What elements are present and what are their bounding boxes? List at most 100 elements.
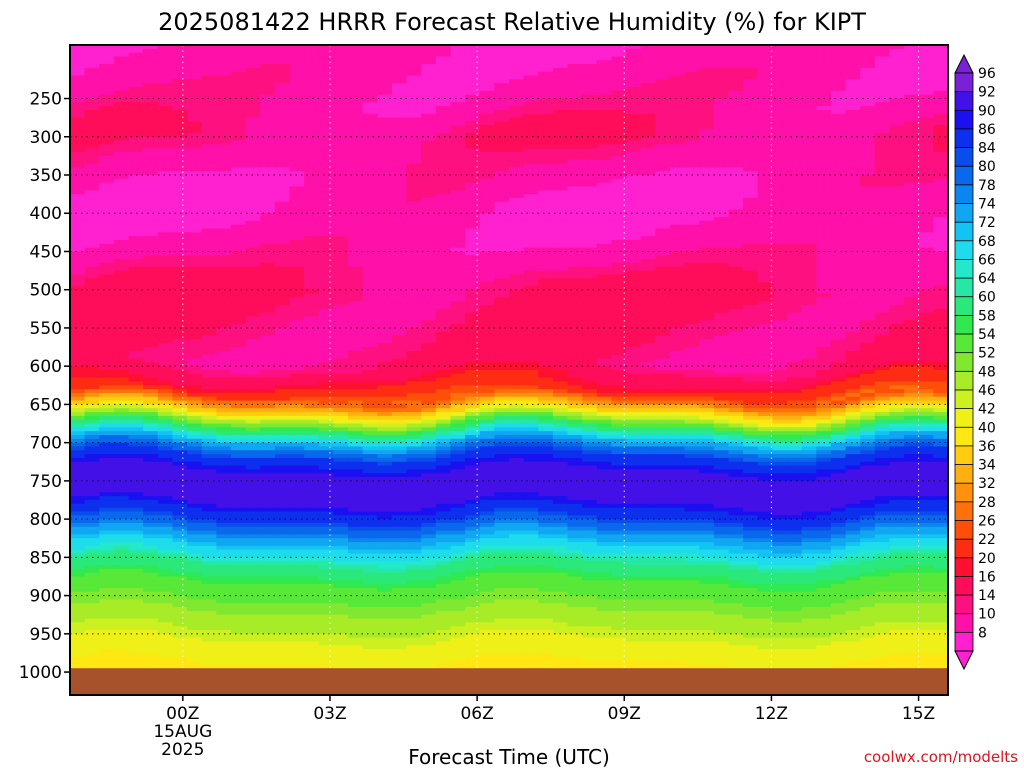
field-cell [523, 358, 539, 363]
field-cell [509, 64, 525, 69]
field-cell [187, 243, 203, 249]
field-cell [713, 56, 730, 61]
field-cell [187, 52, 203, 58]
field-cell [377, 293, 393, 298]
field-cell [333, 205, 349, 211]
field-cell [611, 125, 627, 130]
field-cell [640, 67, 656, 73]
field-cell [523, 159, 539, 165]
field-cell [582, 293, 598, 298]
field-cell [450, 324, 466, 329]
field-cell [245, 71, 261, 77]
field-cell [728, 324, 744, 329]
field-cell [435, 293, 452, 298]
field-cell [362, 136, 378, 142]
field-cell [787, 358, 803, 363]
field-cell [611, 308, 627, 314]
field-cell [318, 297, 334, 302]
field-cell [728, 217, 744, 222]
field-cell [509, 190, 525, 195]
field-cell [845, 293, 861, 298]
field-cell [230, 71, 247, 77]
field-cell [274, 90, 291, 96]
field-cell [479, 152, 495, 157]
field-cell [669, 163, 686, 168]
field-cell [567, 163, 583, 168]
field-cell [830, 308, 847, 314]
field-cell [494, 98, 510, 103]
field-cell [552, 201, 569, 207]
field-cell [713, 293, 730, 298]
field-cell [391, 152, 408, 157]
field-cell [787, 354, 803, 360]
field-cell [435, 60, 452, 65]
field-cell [406, 167, 422, 172]
field-cell [333, 87, 349, 92]
field-cell [509, 67, 525, 73]
field-cell [435, 56, 452, 61]
field-cell [318, 159, 334, 165]
field-cell [70, 175, 86, 180]
field-cell [391, 347, 408, 352]
field-cell [289, 220, 305, 226]
field-cell [684, 94, 700, 100]
field-cell [713, 232, 730, 237]
field-cell [494, 274, 510, 279]
field-cell [494, 270, 510, 276]
field-cell [435, 224, 452, 230]
field-cell [757, 48, 773, 54]
field-cell [362, 209, 378, 214]
field-cell [582, 339, 598, 344]
field-cell [772, 79, 788, 84]
field-cell [713, 132, 730, 138]
field-cell [245, 201, 261, 207]
field-cell [465, 209, 481, 214]
field-cell [787, 201, 803, 207]
field-cell [304, 251, 320, 256]
field-cell [70, 106, 86, 111]
field-cell [787, 110, 803, 115]
field-cell [640, 320, 656, 325]
field-cell [216, 305, 232, 310]
field-cell [626, 320, 642, 325]
field-cell [655, 232, 671, 237]
field-cell [304, 316, 320, 321]
field-cell [245, 194, 261, 199]
field-cell [860, 324, 876, 329]
field-cell [889, 194, 905, 199]
field-cell [304, 52, 320, 58]
field-cell [743, 52, 759, 58]
field-cell [713, 205, 730, 211]
field-cell [260, 60, 276, 65]
field-cell [787, 213, 803, 218]
field-cell [274, 278, 291, 283]
field-cell [538, 75, 554, 81]
field-cell [772, 285, 788, 291]
field-cell [421, 175, 437, 180]
field-cell [626, 178, 642, 184]
field-cell [274, 285, 291, 291]
field-cell [318, 155, 334, 161]
field-cell [787, 182, 803, 188]
field-cell [245, 117, 261, 123]
field-cell [377, 217, 393, 222]
field-cell [187, 285, 203, 291]
field-cell [274, 45, 291, 50]
field-cell [304, 297, 320, 302]
field-cell [216, 343, 232, 348]
field-cell [889, 60, 905, 65]
field-cell [743, 136, 759, 142]
field-cell [933, 125, 948, 130]
field-cell [157, 136, 174, 142]
field-cell [274, 175, 291, 180]
field-cell [230, 155, 247, 161]
field-cell [669, 339, 686, 344]
field-cell [421, 316, 437, 321]
field-cell [128, 45, 144, 50]
field-cell [465, 167, 481, 172]
field-cell [816, 194, 832, 199]
field-cell [816, 98, 832, 103]
field-cell [845, 205, 861, 211]
field-cell [435, 129, 452, 134]
field-cell [538, 155, 554, 161]
